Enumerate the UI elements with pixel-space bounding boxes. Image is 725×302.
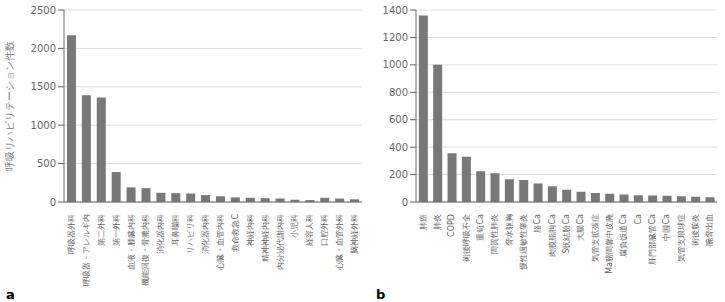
- svg-text:腕脅出血: 腕脅出血: [705, 214, 714, 246]
- svg-text:呼吸リハビリテーション件数: 呼吸リハビリテーション件数: [8, 41, 15, 171]
- svg-text:200: 200: [389, 169, 408, 180]
- svg-text:呼吸器・アレルギ内: 呼吸器・アレルギ内: [82, 214, 91, 286]
- svg-text:1200: 1200: [383, 32, 408, 43]
- svg-text:消化器内科: 消化器内科: [201, 214, 210, 254]
- svg-text:脑神経外科: 脑神経外科: [350, 214, 359, 254]
- svg-text:肉膜脂胊Ca: 肉膜脂胊Ca: [548, 214, 557, 257]
- svg-text:大腸Ca: 大腸Ca: [576, 214, 585, 241]
- svg-text:600: 600: [389, 114, 408, 125]
- svg-text:1000: 1000: [383, 59, 408, 70]
- svg-text:第二外科: 第二外科: [97, 214, 106, 246]
- svg-text:口腔外科: 口腔外科: [320, 214, 329, 246]
- svg-text:2500: 2500: [31, 5, 56, 16]
- svg-text:400: 400: [389, 142, 408, 153]
- svg-text:800: 800: [389, 87, 408, 98]
- svg-text:気管支琅球症: 気管支琅球症: [677, 214, 686, 262]
- svg-text:術後胺炎: 術後胺炎: [691, 214, 700, 246]
- svg-text:1500: 1500: [31, 81, 56, 92]
- svg-text:0: 0: [402, 197, 408, 208]
- svg-text:呼吸器外科: 呼吸器外科: [67, 214, 76, 254]
- svg-text:Ca: Ca: [634, 214, 643, 225]
- svg-text:術後呼吸不全: 術後呼吸不全: [462, 214, 471, 262]
- svg-text:Ma膀間馨中皮腌: Ma膀間馨中皮腌: [605, 214, 614, 274]
- svg-text:500: 500: [37, 158, 56, 169]
- html-text:a: a: [6, 287, 15, 302]
- svg-text:リハビリ科: リハビリ科: [186, 214, 195, 254]
- svg-text:脅水躯胸: 脅水躯胸: [505, 214, 514, 246]
- svg-text:気管支拡張症: 気管支拡張症: [591, 214, 600, 262]
- svg-text:間質性肺炎: 間質性肺炎: [490, 214, 499, 254]
- svg-text:肺癌: 肺癌: [419, 214, 428, 230]
- svg-text:血液・腫臓内科: 血液・腫臓内科: [127, 214, 136, 270]
- svg-text:2000: 2000: [31, 43, 56, 54]
- svg-text:1400: 1400: [383, 5, 408, 16]
- svg-text:機能回復・骨膔内科: 機能回復・骨膔内科: [141, 214, 150, 286]
- svg-text:腐負饭道Ca: 腐負饭道Ca: [619, 214, 628, 257]
- svg-text:経容人科: 経容人科: [305, 214, 314, 247]
- svg-text:肝門部臓管Ca: 肝門部臓管Ca: [648, 214, 657, 265]
- svg-text:耳鼻囒科: 耳鼻囒科: [171, 214, 180, 246]
- svg-text:救命救急C: 救命救急C: [231, 214, 240, 253]
- svg-text:0: 0: [50, 197, 56, 208]
- svg-text:慢性過敏性肇炎: 慢性過敏性肇炎: [519, 214, 528, 271]
- svg-text:小児科: 小児科: [290, 214, 299, 238]
- svg-text:内分泌代謝内科: 内分泌代謝内科: [276, 214, 285, 270]
- svg-text:重筍Ca: 重筍Ca: [476, 214, 485, 241]
- svg-text:神経内科: 神経内科: [246, 214, 255, 246]
- svg-text:心臓・血管外科: 心臓・血管外科: [335, 214, 344, 271]
- svg-text:心臓・血管内科: 心臓・血管内科: [216, 214, 225, 271]
- html-text:b: b: [376, 287, 386, 302]
- svg-text:精神神経内科: 精神神経内科: [261, 214, 270, 262]
- svg-text:胳Ca: 胳Ca: [533, 214, 542, 233]
- svg-text:COPD: COPD: [447, 214, 456, 237]
- svg-text:肺炎: 肺炎: [433, 214, 442, 230]
- svg-text:中国Ca: 中国Ca: [662, 214, 671, 241]
- svg-text:S状結肦Ca: S状結肦Ca: [562, 214, 571, 254]
- svg-text:1000: 1000: [31, 120, 56, 131]
- svg-text:消化器内科: 消化器内科: [156, 214, 165, 254]
- svg-text:第一外科: 第一外科: [112, 214, 121, 246]
